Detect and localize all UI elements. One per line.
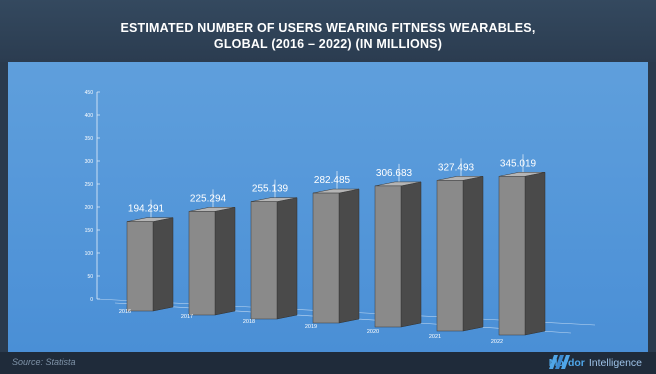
y-tick-label: 400: [85, 113, 94, 119]
source-note: Source: Statista: [12, 357, 76, 367]
y-tick-label: 200: [85, 205, 94, 211]
x-tick-label: 2022: [491, 339, 503, 345]
title-line-1: ESTIMATED NUMBER OF USERS WEARING FITNES…: [120, 21, 536, 35]
bar-value-label: 327.493: [438, 162, 475, 173]
x-tick-label: 2016: [119, 309, 131, 315]
bar: [188, 211, 216, 316]
bar: [374, 185, 402, 328]
bar-value-label: 306.683: [376, 168, 413, 179]
x-tick-label: 2019: [305, 324, 317, 330]
value-labels: 194.291 225.294 255.139 282.485 306.683 327.4…: [128, 158, 537, 214]
x-tick-label: 2021: [429, 334, 441, 340]
y-tick-label: 450: [85, 90, 94, 96]
y-tick-label: 0: [90, 297, 93, 303]
bar-side: [214, 207, 236, 316]
bar-value-label: 255.139: [252, 184, 289, 195]
bar: [126, 221, 154, 312]
bar-side: [276, 197, 298, 320]
bars: [126, 171, 546, 336]
bar: [436, 180, 464, 332]
y-tick-label: 100: [85, 251, 94, 257]
bar: [250, 201, 278, 320]
bar-side: [338, 188, 360, 324]
brand-suffix: Intelligence: [588, 357, 642, 369]
footer-bar: Source: Statista Mordor Intelligence: [0, 352, 656, 374]
header-banner: ESTIMATED NUMBER OF USERS WEARING FITNES…: [0, 0, 656, 62]
mordor-logo-icon: [548, 355, 570, 369]
x-tick-labels: 2016 2017 2018 2019 2020 2021 2022: [119, 309, 503, 345]
x-tick-label: 2020: [367, 329, 379, 335]
y-tick-label: 50: [87, 274, 93, 280]
bar: [312, 192, 340, 324]
bar-value-label: 345.019: [500, 158, 537, 169]
y-tick-label: 300: [85, 159, 94, 165]
y-tick-label: 150: [85, 228, 94, 234]
bar: [498, 176, 526, 336]
bar-side: [152, 217, 174, 312]
bar-value-label: 225.294: [190, 193, 227, 204]
x-tick-label: 2018: [243, 319, 255, 325]
chart-title: ESTIMATED NUMBER OF USERS WEARING FITNES…: [40, 20, 616, 52]
brand-logo: Mordor Intelligence: [548, 355, 642, 371]
bar-side: [524, 171, 546, 336]
bar-side: [462, 176, 484, 332]
bar-value-label: 194.291: [128, 204, 165, 215]
x-tick-label: 2017: [181, 314, 193, 320]
bar-value-label: 282.485: [314, 175, 351, 186]
title-line-2: GLOBAL (2016 – 2022) (IN MILLIONS): [213, 37, 443, 51]
bar-side: [400, 181, 422, 328]
y-tick-label: 250: [85, 182, 94, 188]
y-tick-label: 350: [85, 136, 94, 142]
